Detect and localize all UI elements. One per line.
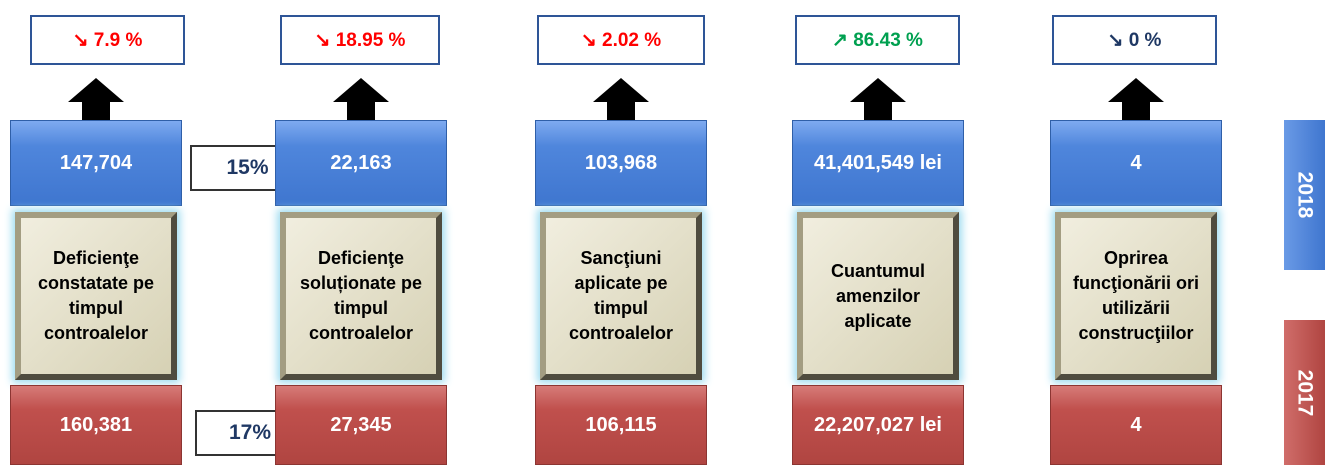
value-2017: 160,381	[10, 385, 182, 465]
indicator-label: Sancţiuni aplicate pe timpul controalelo…	[540, 212, 702, 380]
change-box: ↗ 86.43 %	[795, 15, 960, 65]
value-2017: 27,345	[275, 385, 447, 465]
indicator-label: Deficienţe soluționate pe timpul controa…	[280, 212, 442, 380]
indicator-label: Cuantumul amenzilor aplicate	[797, 212, 959, 380]
value-2017: 4	[1050, 385, 1222, 465]
year-2017-bar: 2017	[1284, 320, 1325, 465]
value-2018: 22,163	[275, 120, 447, 206]
change-box: ↘ 18.95 %	[280, 15, 440, 65]
change-box: ↘ 7.9 %	[30, 15, 185, 65]
value-2018: 41,401,549 lei	[792, 120, 964, 206]
year-2017: 2017	[1293, 369, 1317, 416]
value-2018: 4	[1050, 120, 1222, 206]
change-box: ↘ 2.02 %	[537, 15, 705, 65]
value-2018: 147,704	[10, 120, 182, 206]
value-2017: 22,207,027 lei	[792, 385, 964, 465]
change-box: ↘ 0 %	[1052, 15, 1217, 65]
year-2018: 2018	[1293, 171, 1317, 219]
value-2018: 103,968	[535, 120, 707, 206]
year-2018-bar: 2018	[1284, 120, 1325, 270]
indicator-label: Deficienţe constatate pe timpul controal…	[15, 212, 177, 380]
indicator-label: Oprirea funcţionării ori utilizării cons…	[1055, 212, 1217, 380]
value-2017: 106,115	[535, 385, 707, 465]
